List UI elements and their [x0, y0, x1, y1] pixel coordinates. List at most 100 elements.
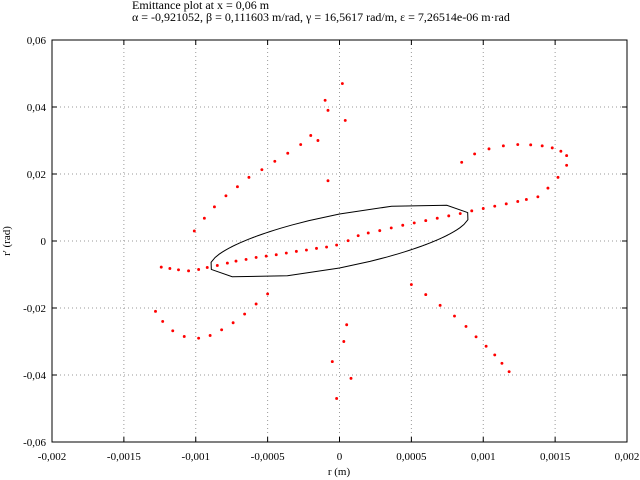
data-point: [159, 265, 163, 269]
data-point: [323, 98, 327, 102]
data-point: [458, 212, 462, 215]
data-point: [559, 149, 563, 153]
data-point: [487, 147, 491, 151]
plot-border: [51, 39, 628, 443]
data-point: [177, 268, 180, 272]
data-point: [254, 302, 258, 306]
data-point: [326, 179, 330, 183]
data-point: [286, 151, 290, 155]
data-point: [546, 186, 550, 190]
x-tick-label: -0,002: [38, 451, 66, 463]
data-point: [197, 336, 201, 340]
data-point: [202, 216, 206, 220]
data-point: [212, 205, 216, 209]
data-point: [330, 360, 334, 364]
data-point: [346, 239, 350, 243]
data-point: [171, 329, 175, 333]
data-point: [447, 214, 451, 218]
data-point: [453, 314, 456, 318]
data-point: [438, 303, 442, 307]
data-point: [254, 255, 258, 259]
chart-title: Emittance plot at x = 0,06 m: [132, 0, 270, 12]
data-point: [231, 321, 235, 325]
data-point: [366, 231, 370, 235]
x-tick-label: -0,001: [182, 451, 210, 463]
data-point: [536, 195, 540, 199]
data-point: [473, 152, 477, 156]
ellipse-layer: [210, 204, 469, 278]
data-point: [435, 216, 439, 220]
data-point: [220, 328, 224, 332]
axis-layer: -0,002 -0,0015 -0,001 -0,0005 0 0,0005 0,001 0,…: [23, 35, 639, 463]
data-point: [315, 246, 318, 250]
data-point: [529, 143, 533, 147]
data-point: [524, 198, 528, 201]
data-point: [349, 376, 353, 380]
data-point: [224, 194, 228, 198]
emittance-ellipse: [210, 204, 469, 278]
x-tick-label: 0,002: [615, 451, 640, 463]
data-point: [556, 175, 560, 179]
data-point: [516, 200, 520, 203]
x-tick-label: 0,001: [471, 451, 496, 463]
y-tick-label: 0,04: [27, 102, 47, 114]
data-point: [273, 159, 277, 163]
data-point: [389, 226, 393, 230]
data-point: [208, 334, 212, 337]
data-point: [247, 175, 251, 179]
data-point: [460, 160, 464, 164]
point-layer: [154, 82, 569, 400]
x-tick-label: 0,0005: [396, 451, 427, 463]
data-point: [215, 264, 219, 267]
data-point: [335, 397, 339, 400]
data-point: [340, 82, 344, 86]
data-point: [235, 185, 239, 189]
data-point: [500, 361, 504, 365]
data-point: [356, 234, 360, 238]
y-tick-label: 0: [41, 236, 47, 248]
data-point: [424, 293, 428, 297]
data-point: [493, 353, 497, 357]
y-axis-label: r' (rad): [1, 226, 13, 256]
data-point: [343, 118, 347, 122]
x-tick-label: 0: [337, 451, 343, 463]
data-point: [493, 204, 497, 208]
data-point: [274, 253, 278, 257]
data-point: [284, 251, 288, 255]
data-point: [507, 370, 511, 374]
x-tick-label: -0,0015: [107, 451, 141, 463]
data-point: [470, 209, 474, 213]
data-point: [516, 143, 520, 146]
data-point: [182, 335, 186, 338]
data-point: [205, 266, 209, 269]
data-point: [260, 168, 264, 172]
data-point: [161, 319, 165, 323]
data-point: [540, 144, 544, 148]
data-point: [264, 254, 268, 258]
x-tick-label: -0,0005: [251, 451, 285, 463]
data-point: [225, 261, 229, 265]
data-point: [299, 143, 303, 146]
data-point: [504, 202, 508, 206]
data-point: [335, 243, 339, 247]
data-point: [342, 340, 346, 343]
x-tick-label: 0,0015: [540, 451, 571, 463]
data-point: [464, 324, 468, 328]
data-point: [412, 221, 416, 225]
chart-subtitle: α = -0,921052, β = 0,111603 m/rad, γ = 1…: [132, 10, 510, 24]
data-point: [550, 146, 554, 150]
grid-layer: [51, 39, 628, 443]
y-tick-label: -0,04: [23, 370, 46, 382]
data-point: [409, 283, 413, 286]
y-tick-label: 0,06: [27, 35, 47, 47]
data-point: [501, 144, 505, 148]
data-point: [244, 257, 248, 261]
data-point: [325, 245, 329, 249]
data-point: [565, 154, 569, 158]
data-point: [154, 309, 157, 313]
data-point: [484, 344, 488, 348]
data-point: [401, 223, 405, 227]
data-point: [304, 248, 308, 252]
